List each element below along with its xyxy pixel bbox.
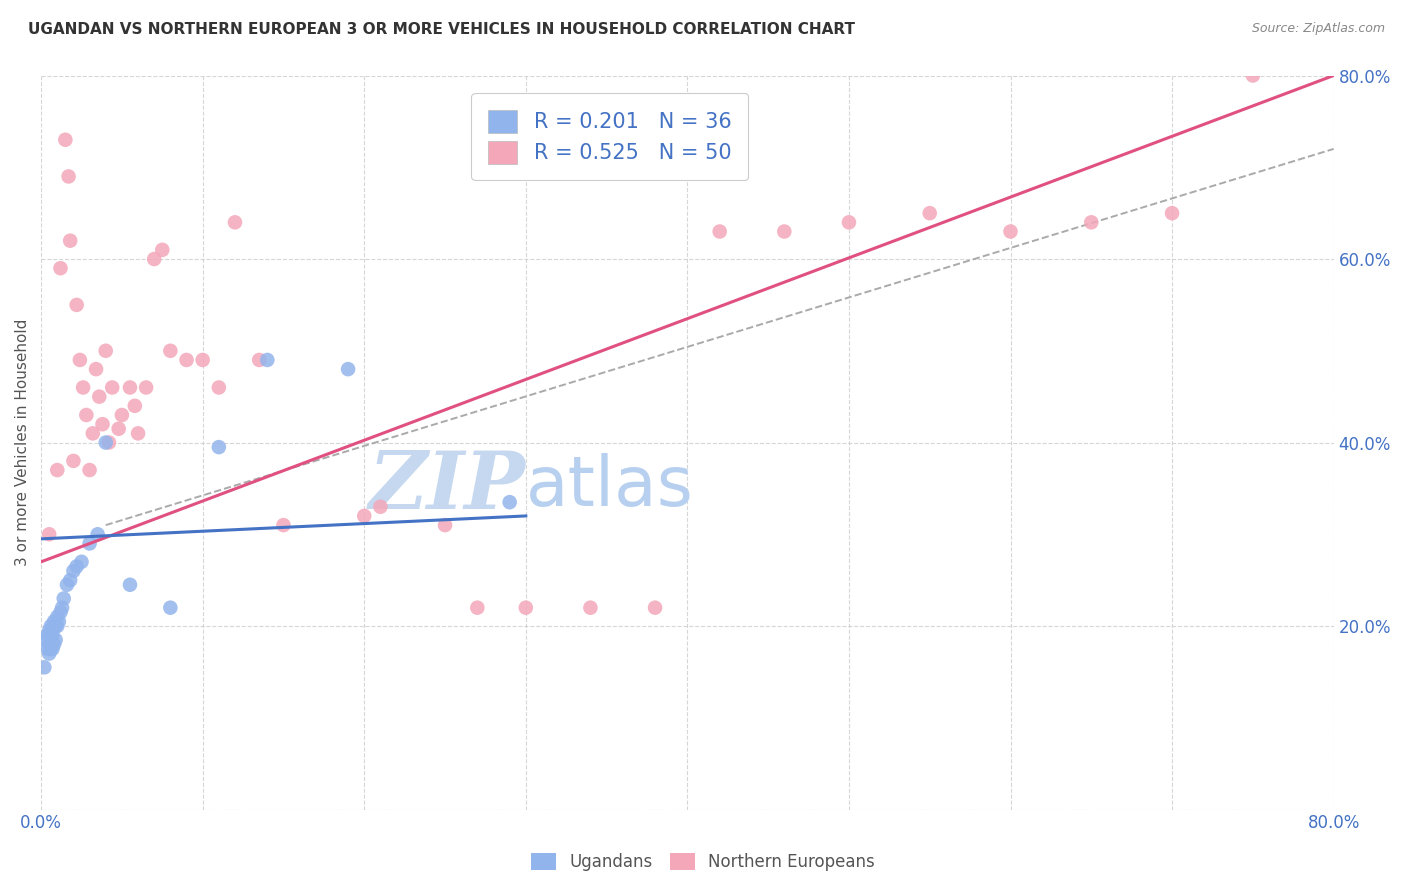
Point <box>176 353 198 368</box>
Point <box>82 426 104 441</box>
Point <box>498 495 520 509</box>
Point <box>370 500 392 514</box>
Point <box>38 624 60 638</box>
Point <box>45 619 67 633</box>
Point <box>1291 50 1313 64</box>
Point <box>1000 225 1022 239</box>
Point <box>34 660 56 674</box>
Point <box>159 600 181 615</box>
Point <box>94 343 117 358</box>
Point <box>41 628 63 642</box>
Point <box>150 243 173 257</box>
Point <box>49 605 72 619</box>
Point <box>56 578 79 592</box>
Point <box>247 353 270 368</box>
Point <box>41 642 63 657</box>
Point <box>101 380 124 394</box>
Point <box>75 408 97 422</box>
Point <box>79 536 101 550</box>
Point <box>709 225 731 239</box>
Point <box>1080 215 1102 229</box>
Point <box>45 632 67 647</box>
Point <box>89 390 111 404</box>
Point <box>52 591 75 606</box>
Point <box>118 380 141 394</box>
Point <box>62 454 84 468</box>
Point <box>46 463 69 477</box>
Point <box>42 615 65 629</box>
Point <box>86 527 108 541</box>
Point <box>191 353 214 368</box>
Point <box>59 573 82 587</box>
Point <box>38 527 60 541</box>
Text: ZIP: ZIP <box>368 448 526 525</box>
Point <box>66 559 89 574</box>
Point <box>58 169 80 184</box>
Point <box>70 555 93 569</box>
Point <box>37 628 59 642</box>
Point <box>62 564 84 578</box>
Point <box>41 624 63 638</box>
Point <box>46 610 69 624</box>
Point <box>79 463 101 477</box>
Point <box>111 408 134 422</box>
Point <box>84 362 107 376</box>
Point <box>72 380 94 394</box>
Point <box>39 642 62 657</box>
Point <box>39 619 62 633</box>
Point <box>353 508 375 523</box>
Point <box>48 615 70 629</box>
Point <box>53 133 76 147</box>
Point <box>66 298 89 312</box>
Point <box>838 215 860 229</box>
Point <box>35 632 58 647</box>
Point <box>46 619 69 633</box>
Point <box>143 252 166 266</box>
Point <box>91 417 114 432</box>
Point <box>644 600 666 615</box>
Point <box>515 600 537 615</box>
Point <box>42 637 65 651</box>
Point <box>59 234 82 248</box>
Point <box>49 261 72 276</box>
Y-axis label: 3 or more Vehicles in Household: 3 or more Vehicles in Household <box>15 318 30 566</box>
Point <box>135 380 157 394</box>
Point <box>224 215 246 229</box>
Point <box>38 637 60 651</box>
Point <box>579 600 602 615</box>
Point <box>773 225 796 239</box>
Point <box>1241 69 1264 83</box>
Point <box>1161 206 1184 220</box>
Text: Source: ZipAtlas.com: Source: ZipAtlas.com <box>1251 22 1385 36</box>
Point <box>273 518 295 533</box>
Point <box>467 600 489 615</box>
Point <box>94 435 117 450</box>
Legend: Ugandans, Northern Europeans: Ugandans, Northern Europeans <box>523 845 883 880</box>
Point <box>38 647 60 661</box>
Point <box>51 600 73 615</box>
Text: UGANDAN VS NORTHERN EUROPEAN 3 OR MORE VEHICLES IN HOUSEHOLD CORRELATION CHART: UGANDAN VS NORTHERN EUROPEAN 3 OR MORE V… <box>28 22 855 37</box>
Point <box>256 353 278 368</box>
Text: atlas: atlas <box>526 453 693 520</box>
Point <box>107 422 129 436</box>
Point <box>127 426 149 441</box>
Point <box>208 380 231 394</box>
Point <box>69 353 91 368</box>
Point <box>37 642 59 657</box>
Point <box>159 343 181 358</box>
Point <box>434 518 457 533</box>
Point <box>337 362 360 376</box>
Point <box>98 435 121 450</box>
Point <box>208 440 231 454</box>
Point <box>124 399 146 413</box>
Legend: R = 0.201   N = 36, R = 0.525   N = 50: R = 0.201 N = 36, R = 0.525 N = 50 <box>471 94 748 180</box>
Point <box>918 206 941 220</box>
Point <box>118 578 141 592</box>
